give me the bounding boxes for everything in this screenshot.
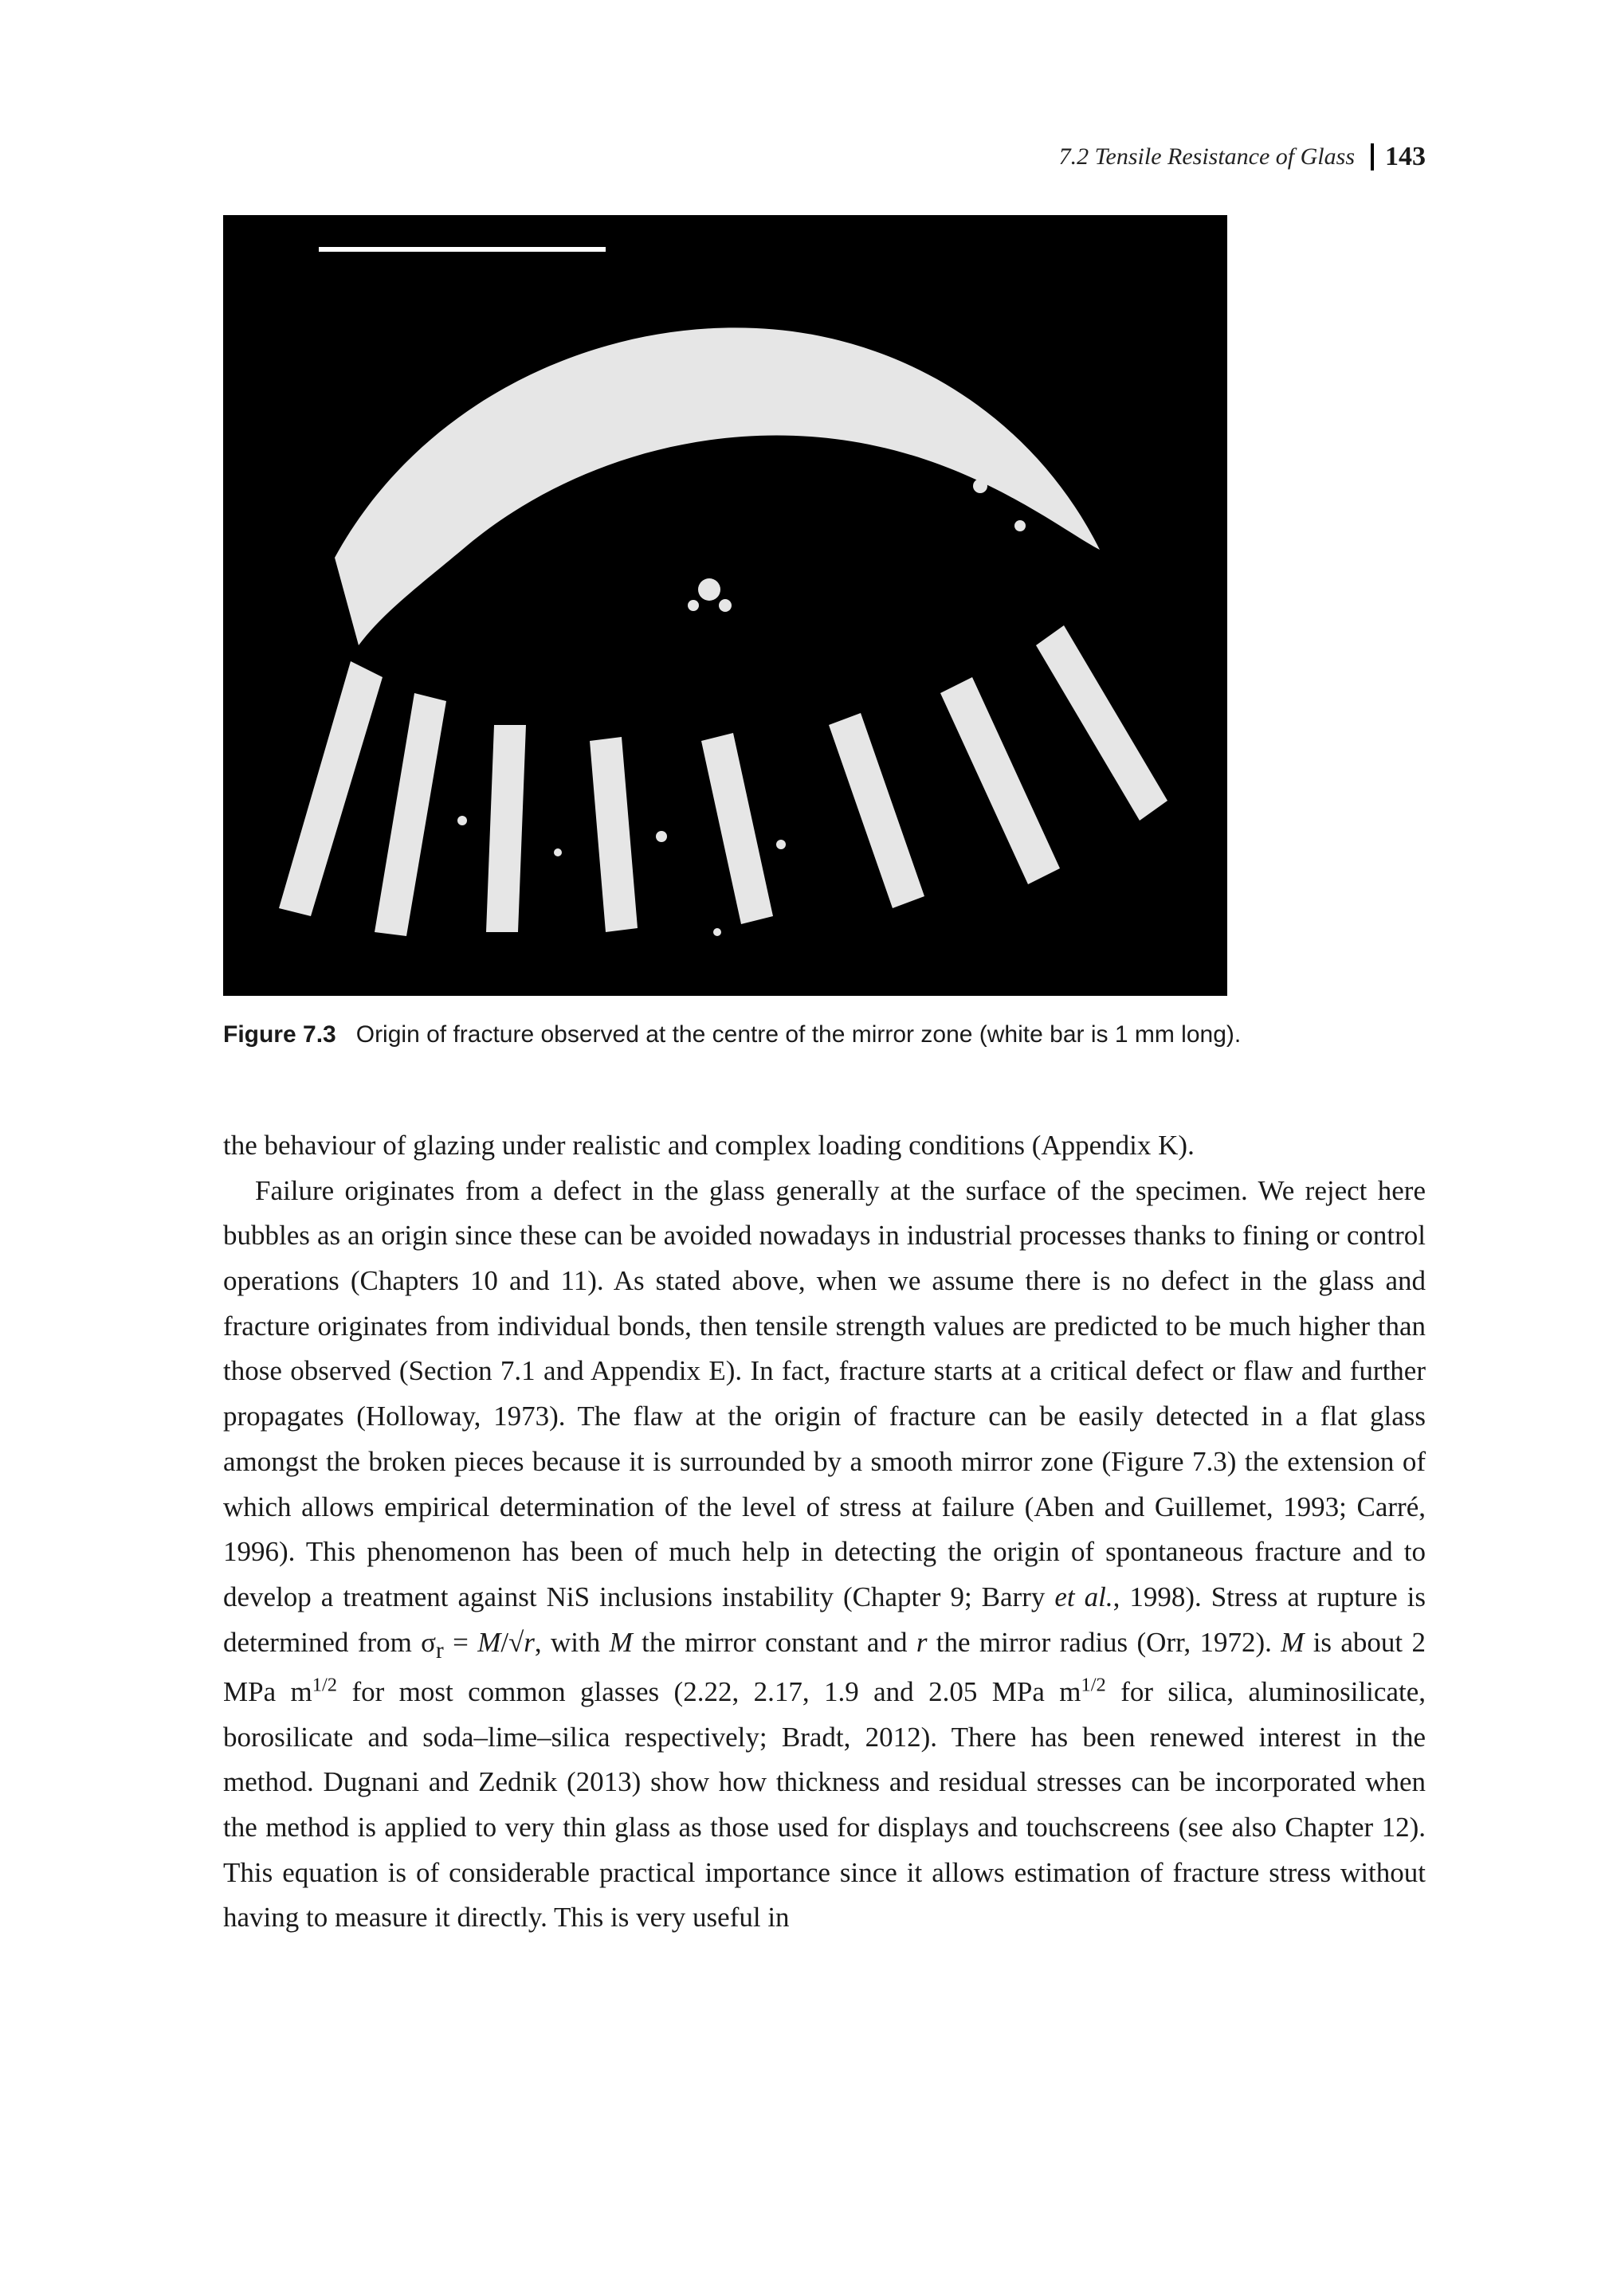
p2-rvar: r xyxy=(524,1627,535,1658)
p2-exp2: 1/2 xyxy=(1081,1674,1105,1695)
p2-exp1: 1/2 xyxy=(312,1674,337,1695)
p2-j: for most common glasses (2.22, 2.17, 1.9… xyxy=(337,1676,1081,1707)
figure-caption: Figure 7.3 Origin of fracture observed a… xyxy=(223,1018,1323,1052)
p2-M2: M xyxy=(610,1627,633,1658)
page-number: 143 xyxy=(1371,143,1426,170)
p2-M1: M xyxy=(477,1627,500,1658)
figure-image xyxy=(223,215,1227,996)
paragraph-2: Failure originates from a defect in the … xyxy=(223,1169,1426,1941)
running-head-section: 7.2 Tensile Resistance of Glass xyxy=(1059,143,1355,170)
p2-e: /√ xyxy=(500,1627,524,1658)
figure-7-3: Figure 7.3 Origin of fracture observed a… xyxy=(223,215,1426,1052)
page: 7.2 Tensile Resistance of Glass 143 xyxy=(0,0,1601,2296)
p2-f: , with xyxy=(535,1627,610,1658)
fracture-svg xyxy=(223,215,1227,996)
figure-caption-text xyxy=(343,1021,356,1048)
figure-caption-body: Origin of fracture observed at the centr… xyxy=(356,1021,1241,1048)
p2-M3: M xyxy=(1281,1627,1304,1658)
p2-r2: r xyxy=(916,1627,928,1658)
figure-label: Figure 7.3 xyxy=(223,1021,336,1048)
p2-g: the mirror constant and xyxy=(633,1627,916,1658)
p2-h: the mirror radius (Orr, 1972). xyxy=(927,1627,1281,1658)
p2-a: Failure originates from a defect in the … xyxy=(223,1175,1426,1612)
running-head: 7.2 Tensile Resistance of Glass 143 xyxy=(1059,143,1426,170)
p2-k: for silica, aluminosilicate, borosilicat… xyxy=(223,1676,1426,1933)
p2-etal: et al. xyxy=(1054,1581,1112,1612)
body-text: the behaviour of glazing under realistic… xyxy=(223,1123,1426,1941)
paragraph-1: the behaviour of glazing under realistic… xyxy=(223,1123,1426,1169)
p2-sub-r: r xyxy=(436,1638,444,1663)
p2-d: = xyxy=(444,1627,477,1658)
